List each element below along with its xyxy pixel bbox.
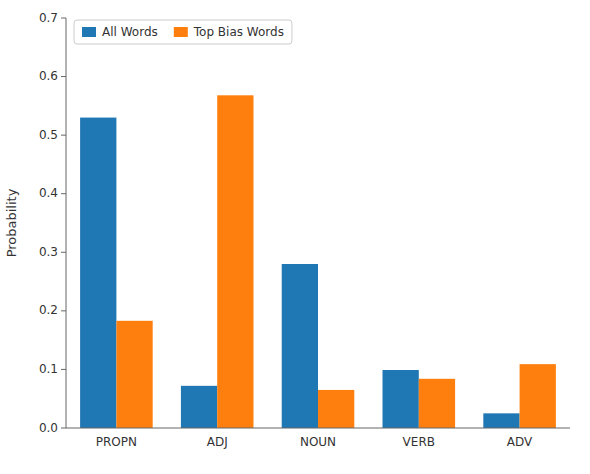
legend-box <box>74 20 292 44</box>
y-axis: 0.0 0.1 0.2 0.3 0.4 0.5 0.6 0.7 <box>39 11 66 435</box>
bar <box>483 413 519 428</box>
bar <box>520 364 556 428</box>
y-tick-label: 0.1 <box>39 362 58 376</box>
y-tick <box>61 135 66 136</box>
y-tick <box>61 310 66 311</box>
bar <box>181 386 217 428</box>
y-tick <box>61 369 66 370</box>
x-tick-label: PROPN <box>96 435 137 449</box>
y-tick-label: 0.4 <box>39 186 58 200</box>
bars <box>80 95 556 428</box>
y-tick <box>61 428 66 429</box>
chart-svg: 0.0 0.1 0.2 0.3 0.4 0.5 0.6 0.7 Probability PROPN… <box>0 0 590 474</box>
y-tick-label: 0.7 <box>39 11 58 25</box>
x-axis-line <box>66 428 570 429</box>
bar <box>116 321 152 428</box>
y-tick-label: 0.0 <box>39 421 58 435</box>
chart-container: 0.0 0.1 0.2 0.3 0.4 0.5 0.6 0.7 Probability PROPN… <box>0 0 590 474</box>
bar <box>383 370 419 428</box>
x-tick-label: NOUN <box>300 435 336 449</box>
y-tick-label: 0.2 <box>39 303 58 317</box>
y-tick-label: 0.3 <box>39 245 58 259</box>
legend: All Words Top Bias Words <box>74 20 292 44</box>
legend-label: Top Bias Words <box>193 25 284 39</box>
y-tick <box>61 193 66 194</box>
bar <box>282 264 318 428</box>
bar <box>318 390 354 428</box>
y-tick <box>61 18 66 19</box>
y-tick-label: 0.5 <box>39 128 58 142</box>
y-tick-label: 0.6 <box>39 69 58 83</box>
y-tick <box>61 76 66 77</box>
y-axis-line <box>66 18 67 428</box>
x-tick-label: ADJ <box>207 435 228 449</box>
bar <box>217 95 253 428</box>
x-tick-label: VERB <box>403 435 435 449</box>
legend-swatch <box>82 27 96 37</box>
y-tick <box>61 252 66 253</box>
x-tick-label: ADV <box>507 435 533 449</box>
legend-swatch <box>174 27 188 37</box>
legend-label: All Words <box>102 25 158 39</box>
bar <box>80 118 116 428</box>
bar <box>419 379 455 428</box>
x-axis: PROPN ADJ NOUN VERB ADV <box>96 435 533 449</box>
y-axis-label: Probability <box>4 188 19 257</box>
